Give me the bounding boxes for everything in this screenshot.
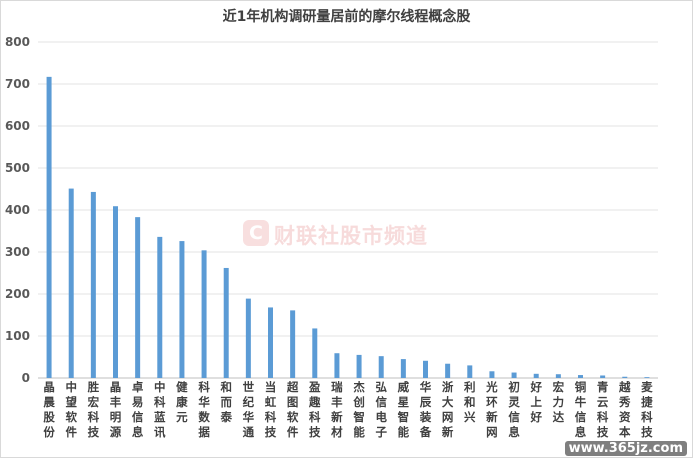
bar xyxy=(378,356,384,378)
watermark-logo-icon: C xyxy=(243,220,269,246)
bar xyxy=(356,354,362,378)
y-tick-label: 200 xyxy=(5,287,30,301)
bar xyxy=(445,363,451,378)
bar xyxy=(400,359,406,378)
x-tick-label: 光环新网 xyxy=(485,380,498,439)
x-tick-label: 超图软件 xyxy=(286,380,299,439)
x-tick-label: 利和兴 xyxy=(463,380,476,424)
x-tick-label: 宏力达 xyxy=(553,380,565,424)
y-tick-label: 100 xyxy=(5,329,30,343)
x-tick-label: 浙大网新 xyxy=(442,380,454,439)
x-tick-label: 麦捷科技 xyxy=(641,380,653,439)
bar xyxy=(578,375,583,378)
x-tick-label: 和而泰 xyxy=(219,380,232,424)
x-tick-label: 中科蓝讯 xyxy=(154,380,166,439)
bar xyxy=(511,372,517,378)
bar xyxy=(312,328,318,378)
y-tick-label: 500 xyxy=(5,161,30,175)
y-tick-label: 400 xyxy=(5,203,30,217)
y-tick-label: 300 xyxy=(5,245,30,259)
bar xyxy=(644,377,650,378)
bar xyxy=(223,267,229,378)
bar xyxy=(135,217,141,378)
y-tick-label: 600 xyxy=(5,119,30,133)
x-tick-label: 中望软件 xyxy=(65,380,77,439)
bar xyxy=(268,307,273,378)
bar xyxy=(179,241,185,378)
bar xyxy=(68,188,74,378)
x-tick-label: 初灵信息 xyxy=(508,380,520,439)
x-tick-label: 铜牛信息 xyxy=(574,380,587,439)
x-tick-label: 华辰装备 xyxy=(419,380,432,439)
x-tick-label: 越秀资本 xyxy=(618,380,631,439)
x-tick-label: 晶晨股份 xyxy=(43,380,55,439)
bar xyxy=(423,360,428,378)
x-tick-label: 好上好 xyxy=(529,380,542,424)
bar xyxy=(46,76,52,379)
x-tick-label: 青云科技 xyxy=(597,380,609,439)
bar xyxy=(334,353,340,378)
x-tick-label: 健康元 xyxy=(176,380,188,424)
chart-title: 近1年机构调研量居前的摩尔线程概念股 xyxy=(222,9,471,25)
x-tick-label: 卓易信息 xyxy=(132,380,144,439)
x-tick-label: 威星智能 xyxy=(398,380,410,439)
bar xyxy=(113,206,118,378)
y-tick-label: 0 xyxy=(22,371,30,385)
bar xyxy=(290,310,296,378)
bar xyxy=(622,376,628,378)
bar xyxy=(201,250,207,378)
x-tick-label: 科华数据 xyxy=(198,380,210,439)
y-tick-label: 700 xyxy=(5,77,30,91)
x-tick-label: 晶丰明源 xyxy=(109,380,122,439)
x-tick-label: 弘信电子 xyxy=(375,380,387,439)
x-tick-label: 杰创智能 xyxy=(352,380,365,439)
bar xyxy=(90,191,96,378)
bar xyxy=(467,365,473,378)
x-tick-label: 瑞丰新材 xyxy=(331,380,343,439)
bar xyxy=(555,374,561,378)
bar xyxy=(157,236,163,378)
bar xyxy=(600,375,606,378)
y-tick-label: 800 xyxy=(5,35,30,49)
x-tick-label: 当虹科技 xyxy=(265,380,277,439)
bar xyxy=(245,298,251,378)
x-tick-label: 胜宏科技 xyxy=(87,380,100,439)
x-tick-label: 世纪华通 xyxy=(243,380,255,439)
site-badge: www.365jz.com xyxy=(564,441,687,456)
x-tick-label: 盈趣科技 xyxy=(308,380,321,439)
watermark-text: 财联社股市频道 xyxy=(274,224,428,248)
bar xyxy=(489,371,495,378)
bar xyxy=(533,373,539,378)
